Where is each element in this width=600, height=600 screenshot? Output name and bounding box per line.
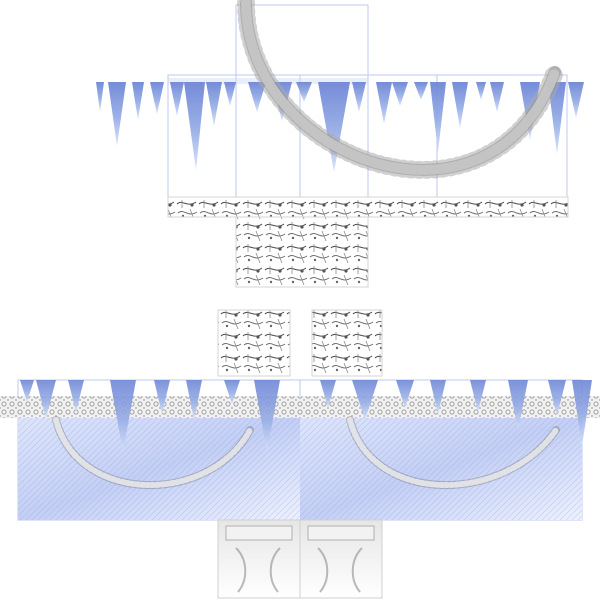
icicle <box>224 82 236 106</box>
icicle <box>170 82 184 116</box>
icicle <box>452 82 468 128</box>
icicle <box>254 380 280 452</box>
icicle <box>186 380 202 420</box>
icicle <box>224 380 240 404</box>
icicle <box>508 380 528 430</box>
icicle <box>490 82 504 112</box>
icicle <box>352 82 366 112</box>
icicle <box>248 82 266 112</box>
icicle <box>414 82 428 100</box>
chain-arc-left-links <box>53 417 253 488</box>
boot-left-lines <box>235 547 281 593</box>
chain-arc-top <box>237 0 564 179</box>
icicle <box>96 82 104 112</box>
icicle <box>430 380 446 414</box>
texture-squares-middle <box>217 309 383 377</box>
icicle <box>150 82 164 114</box>
icicle <box>68 380 84 412</box>
icicle <box>470 380 486 412</box>
icicle <box>206 82 222 126</box>
texture-strips-upper <box>167 196 569 288</box>
chain-arcs-bottom <box>52 416 560 489</box>
icicle <box>548 82 566 154</box>
chain-arc-spikes <box>237 0 564 179</box>
icicle <box>430 82 446 152</box>
texture-strip-wide <box>167 196 569 218</box>
icicle <box>20 380 34 402</box>
guide-top-box <box>235 4 369 76</box>
icicle <box>36 380 56 418</box>
icicle <box>296 82 312 102</box>
icicle <box>184 82 205 170</box>
icicle <box>476 82 486 100</box>
boot-right-detail <box>307 525 375 541</box>
boot-right-lines <box>317 547 363 593</box>
texture-square-right <box>311 309 383 377</box>
lace-strip-right <box>300 396 600 418</box>
chain-arc-right-links <box>347 417 559 488</box>
icicles-top-left-block <box>96 82 164 146</box>
icicle <box>548 380 566 416</box>
icicle <box>392 82 408 106</box>
boot-like-blocks <box>217 519 383 599</box>
icicles-bottom-band <box>20 380 592 452</box>
denim-right-fibers <box>300 418 582 520</box>
icicle <box>320 380 336 408</box>
icicle <box>154 380 170 414</box>
icicle <box>572 380 592 446</box>
icicle <box>108 82 126 146</box>
bottom-denim-area <box>0 380 600 599</box>
texture-strip-center <box>235 216 369 288</box>
icicle <box>396 380 414 408</box>
icicle <box>318 82 350 172</box>
icicle <box>110 380 136 452</box>
icicle <box>568 82 584 118</box>
icicle <box>352 380 378 420</box>
denim-left-fibers <box>18 418 300 520</box>
icicle <box>132 82 144 120</box>
texture-square-left <box>217 309 291 377</box>
boot-left-detail <box>225 525 293 541</box>
icicle <box>376 82 392 124</box>
